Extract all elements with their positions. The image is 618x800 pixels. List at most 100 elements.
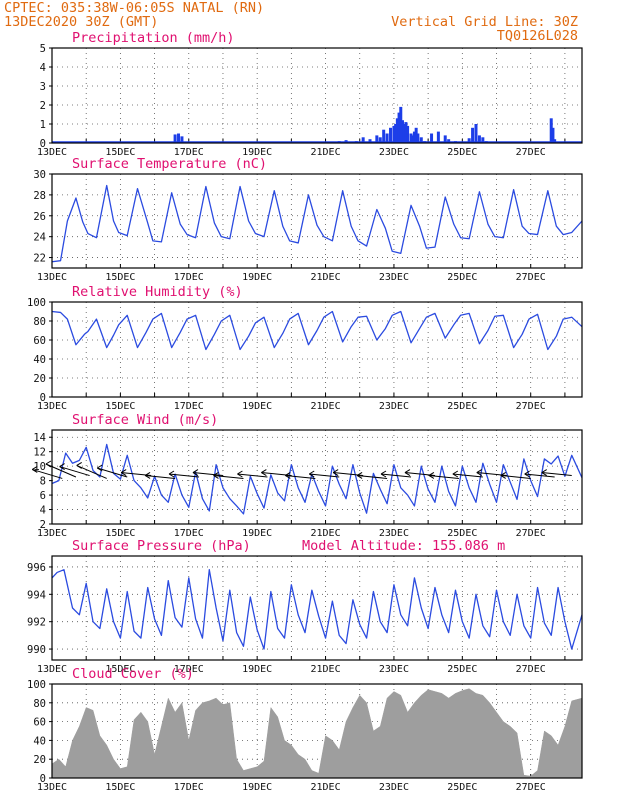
humidity-x-tick: 21DEC	[310, 401, 340, 412]
precip-bar	[436, 131, 440, 143]
wind-arrow-head	[120, 469, 127, 476]
temperature-y-tick: 26	[33, 211, 46, 223]
wind-frame	[51, 429, 583, 525]
wind-arrow-head	[476, 469, 483, 476]
temperature-x-tick: 13DEC	[37, 272, 67, 283]
wind-arrow	[213, 474, 244, 479]
pressure-line	[51, 569, 583, 650]
pressure-x-tick: 25DEC	[447, 664, 477, 675]
wind-arrow-head	[59, 463, 65, 470]
precip-bar	[389, 127, 393, 143]
humidity-x-tick: 27DEC	[516, 401, 546, 412]
precipitation-panel: Precipitation (mm/h) 0 1 2 3 4 5 13DEC 15DEC 17DE…	[37, 30, 583, 158]
header-grid-line: Vertical Grid Line: 30Z	[391, 14, 578, 30]
cloud-cover-x-tick: 21DEC	[310, 782, 340, 793]
precip-bar	[385, 133, 389, 143]
precipitation-y-tick: 2	[40, 100, 46, 112]
wind-arrow	[380, 473, 412, 478]
cloud-cover-x-tick: 23DEC	[379, 782, 409, 793]
wind-arrow	[45, 463, 77, 478]
wind-x-tick: 19DEC	[242, 528, 272, 539]
precip-bar	[402, 124, 406, 143]
wind-arrow	[541, 472, 572, 477]
temperature-line	[51, 184, 583, 263]
wind-y-tick: 6	[40, 490, 46, 502]
cloud-cover-frame	[51, 683, 583, 779]
humidity-y-tick: 0	[40, 392, 46, 404]
cloud-cover-y-tick: 100	[27, 679, 46, 691]
wind-arrow-head	[428, 472, 435, 479]
precip-bar	[177, 133, 181, 143]
temperature-y-tick: 28	[33, 190, 46, 202]
wind-y-tick: 12	[33, 447, 46, 459]
precipitation-title: Precipitation (mm/h)	[72, 30, 235, 46]
wind-arrow-head	[452, 470, 459, 478]
header-date: 13DEC2020 30Z (GMT)	[4, 14, 158, 30]
temperature-y-tick: 30	[33, 169, 46, 181]
wind-arrow	[145, 474, 176, 479]
pressure-panel: Surface Pressure (hPa) Model Altitude: 15…	[27, 538, 583, 675]
precip-bar	[474, 124, 478, 143]
humidity-y-tick: 100	[27, 297, 46, 309]
wind-x-tick: 25DEC	[447, 528, 477, 539]
wind-arrow	[428, 474, 459, 479]
cloud-cover-y-tick: 0	[40, 773, 46, 785]
precip-bar	[411, 135, 415, 143]
precip-bar	[553, 139, 557, 143]
precip-bar	[481, 137, 485, 143]
wind-x-tick: 27DEC	[516, 528, 546, 539]
wind-arrow	[237, 473, 268, 478]
wind-arrow-head	[192, 469, 199, 476]
wind-arrow	[59, 466, 90, 477]
wind-arrow-head	[168, 470, 175, 478]
pressure-y-tick: 994	[27, 589, 46, 601]
precipitation-y-tick: 4	[40, 62, 46, 74]
temperature-x-tick: 17DEC	[174, 272, 204, 283]
wind-y-tick: 10	[33, 461, 46, 473]
precip-bar	[378, 137, 382, 143]
wind-title: Surface Wind (m/s)	[72, 412, 218, 428]
cloud-cover-x-tick: 27DEC	[516, 782, 546, 793]
humidity-x-tick: 13DEC	[37, 401, 67, 412]
wind-arrow-head	[32, 466, 38, 473]
precipitation-y-tick: 1	[40, 119, 46, 131]
wind-arrow	[97, 467, 128, 478]
cloud-cover-y-tick: 40	[33, 735, 46, 747]
humidity-x-tick: 15DEC	[105, 401, 135, 412]
wind-arrow	[452, 473, 483, 478]
precip-bar	[397, 112, 401, 143]
precipitation-x-tick: 21DEC	[310, 147, 340, 158]
precip-bar	[412, 131, 416, 143]
temperature-x-tick: 25DEC	[447, 272, 477, 283]
wind-arrow	[309, 473, 340, 478]
pressure-y-tick: 996	[27, 562, 46, 574]
temperature-x-tick: 27DEC	[516, 272, 546, 283]
precipitation-x-tick: 15DEC	[105, 147, 135, 158]
precipitation-x-tick: 19DEC	[242, 147, 272, 158]
precip-bar	[414, 127, 418, 143]
pressure-x-tick: 17DEC	[174, 664, 204, 675]
precip-bar	[551, 127, 555, 143]
cloud-cover-area	[51, 688, 583, 779]
cloud-cover-x-tick: 25DEC	[447, 782, 477, 793]
precip-bar	[447, 139, 451, 143]
humidity-frame	[51, 301, 583, 398]
precip-bar	[416, 133, 420, 143]
wind-x-tick: 15DEC	[105, 528, 135, 539]
precipitation-x-tick: 13DEC	[37, 147, 67, 158]
header-code: TQ0126L028	[497, 28, 578, 44]
wind-y-tick: 8	[40, 476, 46, 488]
cloud-cover-y-tick: 60	[33, 717, 46, 729]
precip-bar	[406, 125, 410, 143]
pressure-y-tick: 990	[27, 644, 46, 656]
temperature-frame	[51, 173, 583, 269]
wind-arrow-head	[380, 470, 387, 478]
wind-arrow-head	[237, 470, 243, 478]
precip-bar	[375, 135, 379, 143]
precipitation-x-tick: 17DEC	[174, 147, 204, 158]
wind-panel: Surface Wind (m/s) 2 4 6 8 10 12 14 13DEC 15DEC 17…	[32, 412, 583, 539]
humidity-title: Relative Humidity (%)	[72, 284, 243, 300]
precip-bar	[361, 137, 365, 143]
humidity-x-tick: 19DEC	[242, 401, 272, 412]
